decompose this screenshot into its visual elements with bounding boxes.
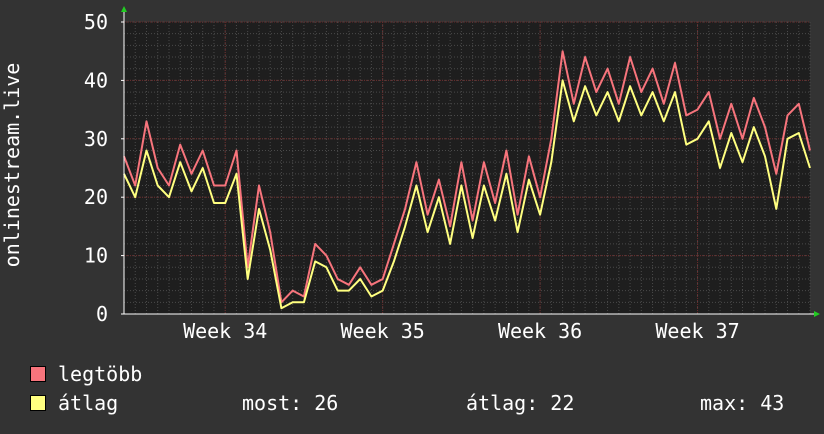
x-tick-label: Week 37: [655, 319, 739, 343]
legend-swatch-atlag: [30, 395, 46, 411]
y-axis-arrow: [121, 6, 127, 12]
y-tick-label: 50: [84, 10, 108, 34]
x-axis-arrow: [814, 311, 820, 317]
stat-max: max: 43: [700, 391, 785, 415]
x-tick-label: Week 35: [341, 319, 425, 343]
series-line-1: [123, 50, 811, 304]
x-tick-label: Week 34: [183, 319, 267, 343]
y-axis-title: onlinestream.live: [0, 63, 24, 268]
legend-label-legtobb: legtöbb: [58, 362, 143, 386]
y-tick-label: 30: [84, 127, 108, 151]
plot-area: [124, 22, 810, 314]
stat-now: most: 26: [242, 391, 339, 415]
y-tick-label: 40: [84, 68, 108, 92]
legend-label-atlag: átlag: [58, 391, 119, 415]
stat-average: átlag: 22: [466, 391, 575, 415]
y-tick-label: 10: [84, 244, 108, 268]
legend-row-legtobb: legtöbb: [30, 362, 142, 386]
x-tick-label: Week 36: [498, 319, 582, 343]
series-line-2: [123, 79, 811, 310]
legend-row-atlag: átlag: [30, 391, 118, 415]
legend-swatch-legtobb: [30, 366, 46, 382]
y-tick-label: 20: [84, 185, 108, 209]
y-tick-label: 0: [96, 302, 108, 326]
